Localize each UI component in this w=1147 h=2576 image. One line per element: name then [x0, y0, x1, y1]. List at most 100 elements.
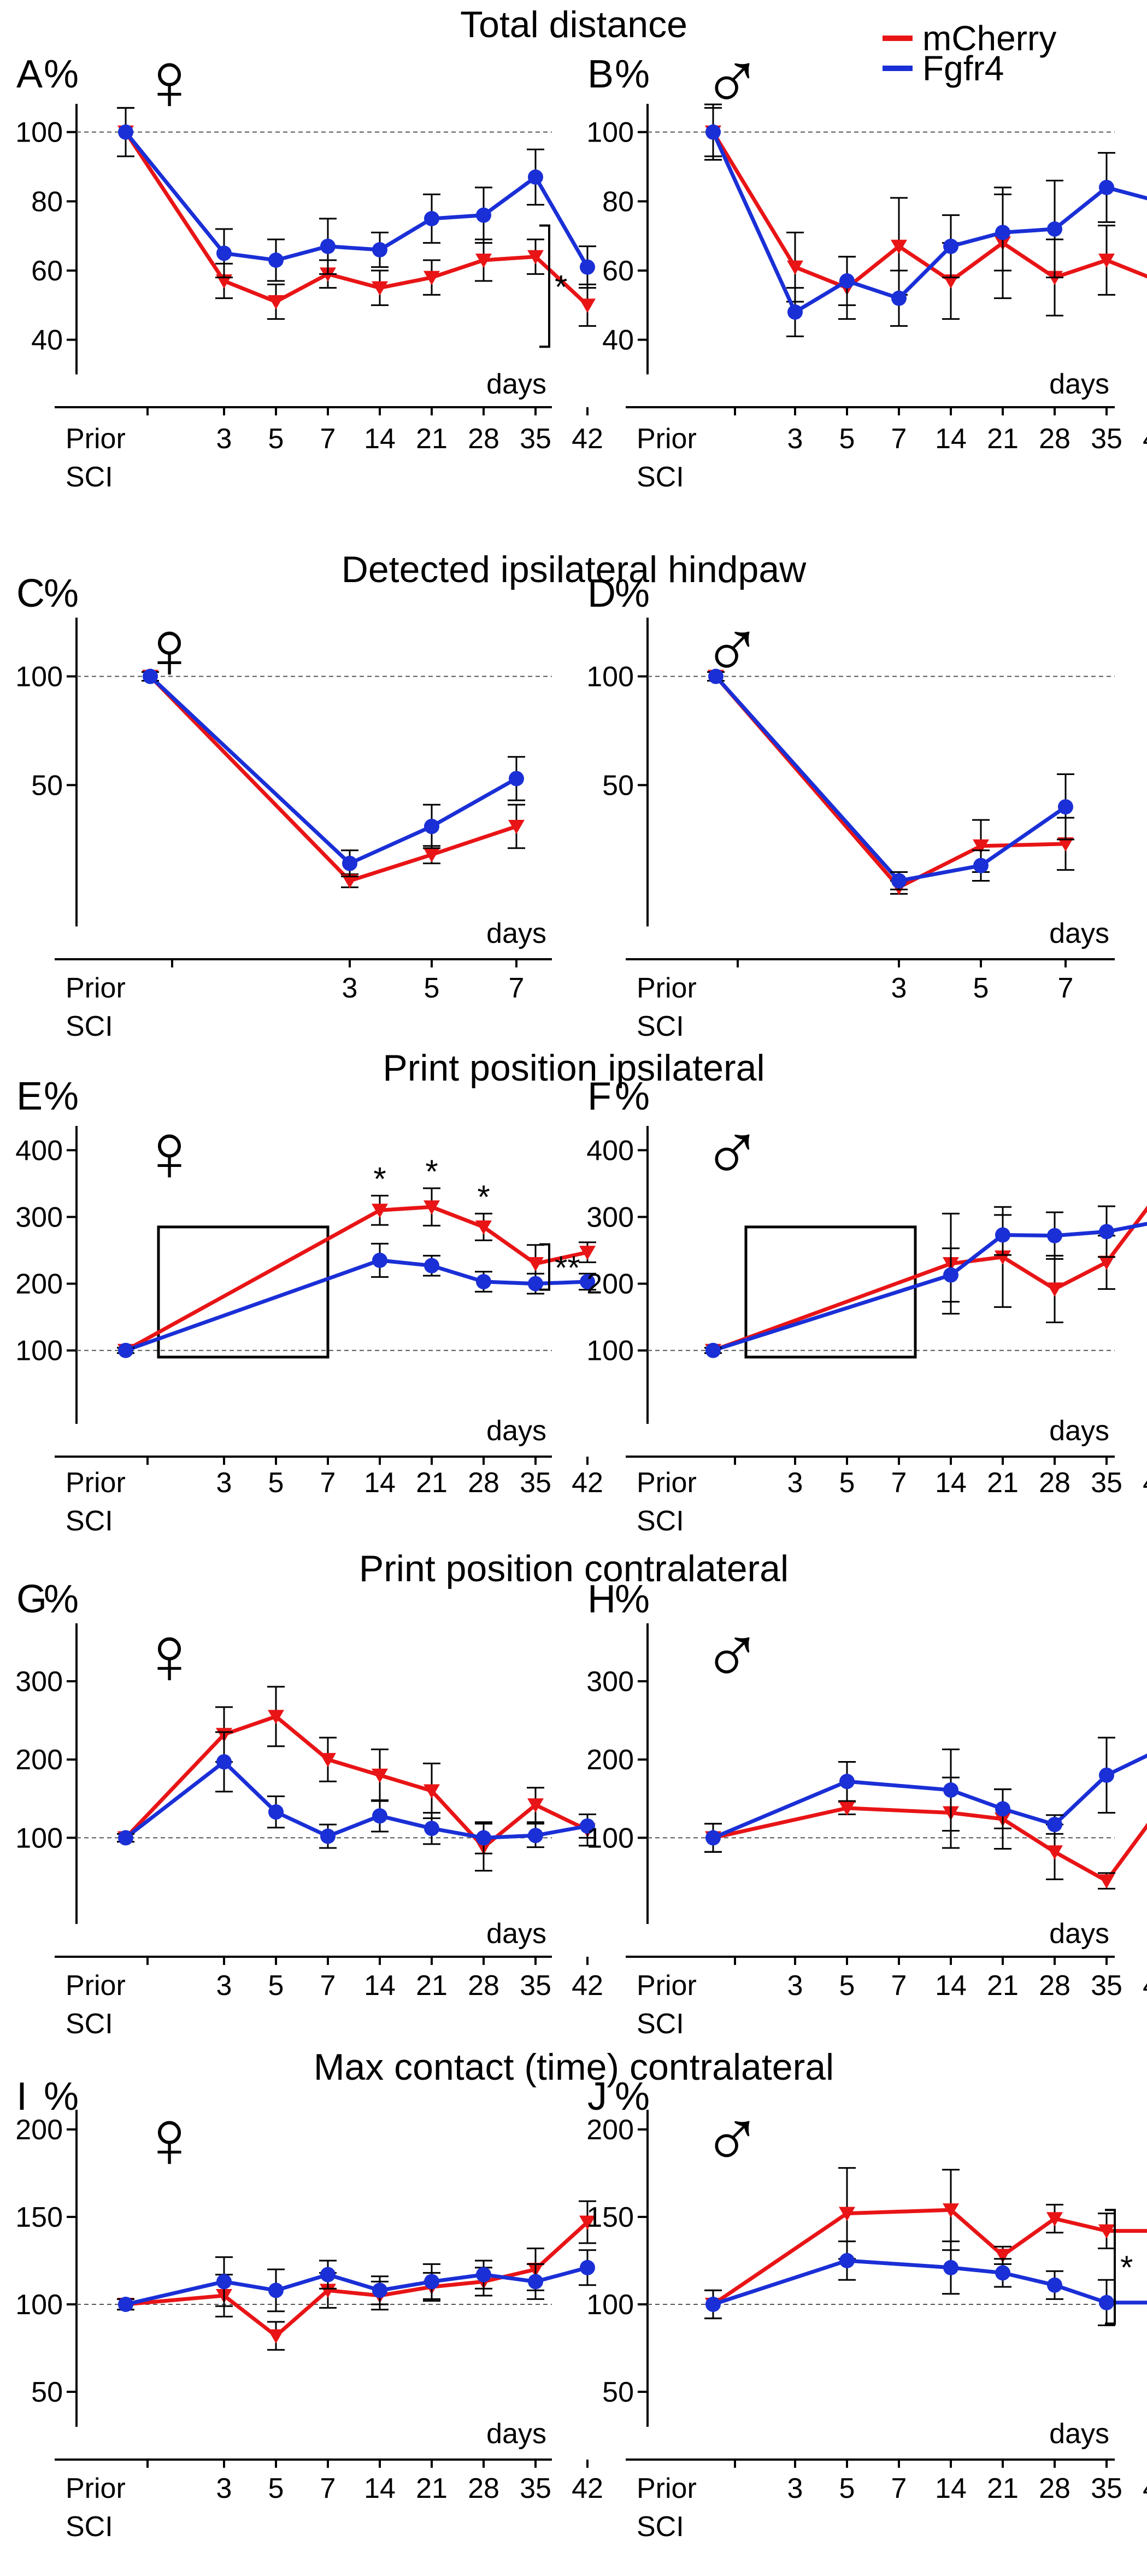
section-title-total-distance: Total distance	[460, 4, 687, 45]
data-point-b-fgfr4-6	[1047, 221, 1062, 237]
legend-label-fgfr4: Fgfr4	[922, 49, 1004, 88]
data-point-g-fgfr4-0	[118, 1830, 133, 1846]
inset-box-f	[744, 1225, 917, 1359]
x-tick-label-b-5: 5	[839, 423, 855, 455]
significance-bracket-e	[539, 1243, 550, 1291]
significance-bracket-j	[1105, 2209, 1116, 2325]
x-axis-label-g: days	[486, 1918, 546, 1950]
x-tick-label-e-42: 42	[572, 1467, 603, 1499]
y-tick-label-h-200: 200	[586, 1744, 634, 1776]
y-tick-label-j-200: 200	[586, 2114, 634, 2146]
y-tick-label-i-50: 50	[31, 2377, 63, 2408]
legend-label-mcherry: mCherry	[922, 19, 1056, 58]
data-point-j-mcherry-5	[995, 2249, 1011, 2263]
data-point-c-fgfr4-0	[143, 668, 158, 684]
x-tick-label-j-prior: Prior	[637, 2473, 697, 2504]
data-point-g-fgfr4-8	[580, 1818, 595, 1834]
data-point-c-fgfr4-3	[509, 771, 524, 787]
panel-unit-a: %	[44, 52, 79, 96]
data-point-d-mcherry-3	[1057, 837, 1074, 852]
data-point-i-mcherry-8	[579, 2215, 596, 2230]
data-point-f-fgfr4-7	[1099, 1224, 1114, 1240]
panel-letter-b: B	[587, 52, 614, 96]
data-point-c-fgfr4-1	[342, 855, 357, 871]
x-tick-label-f-35: 35	[1091, 1467, 1122, 1499]
data-point-f-mcherry-5	[995, 1250, 1011, 1265]
y-tick-label-a-100: 100	[15, 117, 63, 149]
point-significance-e-6: *	[477, 1178, 490, 1215]
x-tick-label-h-sci: SCI	[637, 2008, 684, 2040]
data-point-f-fgfr4-0	[705, 1342, 721, 1358]
male-symbol-icon: ♂	[702, 1609, 763, 1701]
data-point-h-mcherry-6	[1046, 1845, 1063, 1860]
x-tick-label-b-14: 14	[935, 423, 967, 455]
panel-letter-h: H	[587, 1577, 616, 1621]
data-point-e-mcherry-4	[372, 1204, 388, 1218]
data-point-b-fgfr4-1	[787, 304, 803, 320]
data-point-e-fgfr4-0	[118, 1342, 133, 1358]
x-tick-label-i-28: 28	[468, 2473, 499, 2504]
x-tick-label-i-3: 3	[216, 2473, 232, 2504]
data-point-a-mcherry-4	[372, 281, 388, 296]
y-tick-label-g-300: 300	[15, 1666, 63, 1698]
data-point-a-fgfr4-7	[528, 169, 543, 185]
point-significance-e-4: *	[373, 1160, 386, 1197]
y-tick-label-h-300: 300	[586, 1666, 634, 1698]
series-line-d-fgfr4	[714, 675, 1067, 883]
x-tick-label-b-35: 35	[1091, 423, 1122, 455]
data-point-g-fgfr4-4	[372, 1808, 387, 1824]
panel-letter-i: I	[16, 2075, 27, 2119]
panel-unit-h: %	[615, 1577, 650, 1621]
data-point-h-mcherry-7	[1098, 1874, 1115, 1889]
x-tick-label-a-35: 35	[520, 423, 551, 455]
significance-bracket-a	[539, 224, 550, 348]
panel-letter-j: J	[587, 2075, 607, 2119]
data-point-j-fgfr4-2	[839, 2253, 855, 2268]
data-point-b-fgfr4-2	[839, 273, 855, 289]
x-tick-label-g-7: 7	[320, 1970, 336, 2002]
data-point-d-fgfr4-0	[708, 668, 724, 684]
x-tick-label-h-28: 28	[1039, 1970, 1070, 2002]
x-tick-label-h-21: 21	[987, 1970, 1019, 2002]
x-tick-label-g-42: 42	[572, 1970, 603, 2002]
data-point-f-mcherry-7	[1098, 1255, 1115, 1270]
y-tick-label-e-200: 200	[15, 1269, 63, 1300]
data-point-c-mcherry-2	[423, 848, 440, 862]
y-tick-label-d-100: 100	[586, 661, 634, 693]
x-tick-label-i-5: 5	[268, 2473, 284, 2504]
data-point-h-fgfr4-2	[839, 1774, 855, 1789]
inset-box-e	[157, 1225, 330, 1359]
x-tick-label-b-28: 28	[1039, 423, 1070, 455]
data-point-g-mcherry-2	[268, 1710, 284, 1724]
x-tick-label-i-35: 35	[520, 2473, 551, 2504]
x-tick-label-f-sci: SCI	[637, 1505, 684, 1537]
y-tick-label-g-100: 100	[15, 1822, 63, 1854]
x-tick-label-f-7: 7	[891, 1467, 907, 1499]
panel-unit-i: %	[44, 2075, 79, 2119]
x-tick-label-g-21: 21	[416, 1970, 448, 2002]
x-axis-label-e: days	[486, 1415, 546, 1447]
x-tick-label-a-5: 5	[268, 423, 284, 455]
x-tick-label-b-sci: SCI	[637, 461, 684, 493]
data-point-a-fgfr4-3	[320, 238, 336, 254]
x-axis-label-b: days	[1049, 368, 1109, 400]
y-tick-label-j-50: 50	[602, 2377, 634, 2408]
x-tick-label-c-sci: SCI	[66, 1011, 113, 1042]
series-line-f-mcherry	[712, 1205, 1147, 1352]
x-axis-label-a: days	[486, 368, 546, 400]
data-point-d-mcherry-2	[973, 839, 989, 854]
data-point-a-fgfr4-1	[216, 245, 232, 261]
data-point-b-fgfr4-7	[1099, 180, 1114, 195]
series-line-c-fgfr4	[149, 674, 517, 866]
data-point-e-fgfr4-7	[528, 1276, 543, 1292]
female-symbol-icon: ♀	[139, 1609, 201, 1701]
x-tick-label-f-21: 21	[987, 1467, 1019, 1499]
data-point-i-fgfr4-3	[320, 2267, 336, 2282]
data-point-f-fgfr4-6	[1047, 1228, 1062, 1243]
y-tick-label-c-50: 50	[31, 770, 63, 801]
